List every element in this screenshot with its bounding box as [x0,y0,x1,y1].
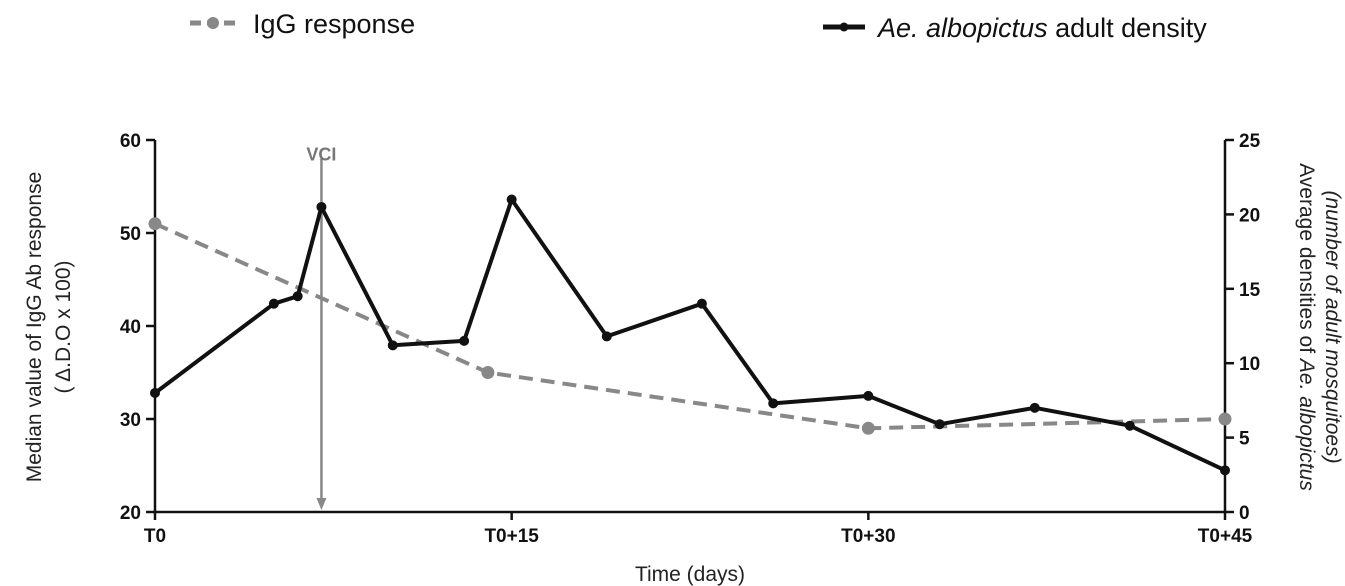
x-axis-title: Time (days) [635,563,745,586]
x-tick-label: T0+30 [841,526,895,547]
density-data-point [601,331,612,342]
left-y-tick-label: 40 [120,317,141,338]
density-data-point [696,298,707,309]
density-data-point [506,194,517,205]
right-y-tick-label: 10 [1239,354,1260,375]
right-y-axis-title: Average densities of Ae. albopictus (num… [1295,163,1344,491]
density-data-point [1029,402,1040,413]
density-data-point [934,419,945,430]
left-y-tick-label: 20 [120,503,141,524]
legend-density-label-rest: adult density [1048,13,1208,43]
legend-igg-swatch-marker [207,17,219,29]
density-data-point [150,387,160,398]
right-y-tick-label: 20 [1239,205,1260,226]
density-data-point [292,291,303,302]
left-y-axis-title: Median value of IgG Ab response ( Δ.D.O … [23,172,75,483]
x-tick-label: T0 [144,526,166,547]
density-data-point [268,298,279,309]
legend-igg-label: IgG response [253,9,415,39]
vci-arrow-head [316,498,327,510]
density-data-point [768,398,779,409]
legend-item-density: Ae. albopictus adult density [823,13,1207,43]
left-y-tick-label: 60 [120,131,141,152]
igg-data-point [1218,412,1232,426]
series-layer [148,194,1232,476]
right-y-tick-label: 15 [1239,280,1261,301]
igg-data-point [148,217,162,231]
igg-data-point [861,421,875,435]
density-data-point [316,201,327,212]
density-series-line [153,197,1226,473]
right-y-axis-title-line2: (number of adult mosquitoes) [1321,190,1344,463]
right-y-tick-label: 0 [1239,503,1250,524]
density-data-point [387,340,398,351]
left-y-axis-title-line1: Median value of IgG Ab response [23,172,46,483]
right-y-axis-title-italic: Ae. albopictus [1295,357,1318,491]
left-y-tick-label: 30 [120,410,141,431]
legend-density-label: Ae. albopictus adult density [876,13,1207,43]
legend-density-label-italic: Ae. albopictus [876,13,1048,43]
x-tick-label: T0+15 [484,526,539,547]
right-y-axis-title-pre: Average densities of [1295,163,1318,359]
legend-item-igg: IgG response [190,9,415,39]
right-y-tick-label: 5 [1239,429,1250,450]
igg-data-point [481,366,495,379]
right-y-tick-label: 25 [1239,131,1261,152]
left-y-axis-title-line2: ( Δ.D.O x 100) [52,260,75,393]
vci-annotation: VCI [306,145,336,510]
density-data-point [863,390,874,401]
x-tick-label: T0+45 [1198,526,1253,547]
legend: IgG response Ae. albopictus adult densit… [190,9,1207,43]
tick-layer: 20 30 40 50 60 0 5 10 15 20 25 T0 T0+15 T0+30 T0+45 [120,131,1261,547]
vci-label: VCI [306,145,336,165]
left-y-tick-label: 50 [120,224,141,245]
density-data-point [1220,465,1230,476]
axes [153,140,1227,514]
density-data-point [1124,420,1135,431]
right-y-axis-title-line1: Average densities of Ae. albopictus [1295,163,1318,491]
igg-series-line [154,221,1226,431]
legend-density-swatch-marker [839,22,849,32]
density-data-point [459,335,470,346]
